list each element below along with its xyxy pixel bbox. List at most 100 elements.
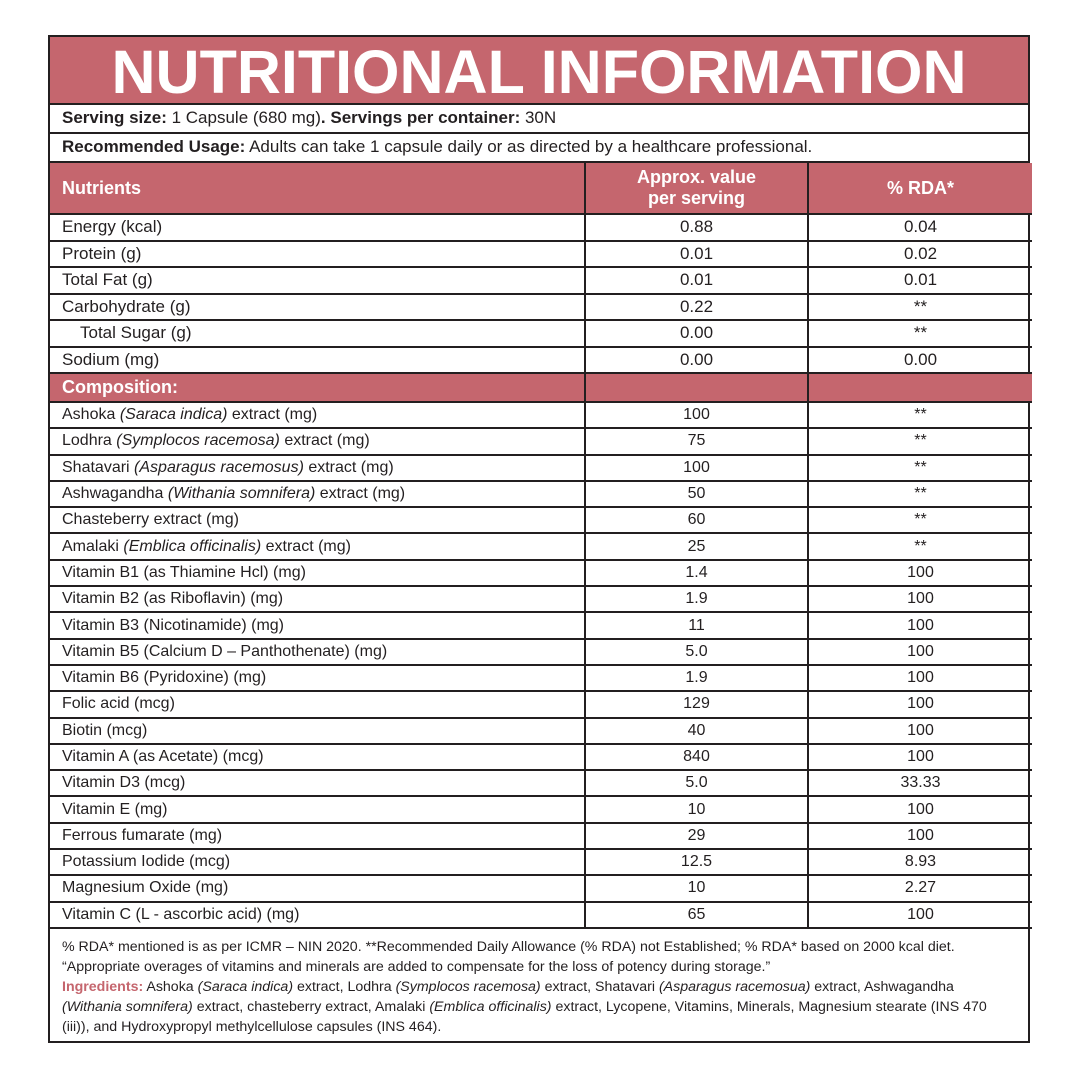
header-value-line2: per serving [647, 188, 746, 208]
composition-name: Vitamin C (L - ascorbic acid) (mg) [50, 901, 585, 929]
serving-info: Serving size: 1 Capsule (680 mg). Servin… [50, 105, 1028, 134]
ingredient-text: extract, Ashwagandha [810, 978, 954, 995]
composition-rda: ** [807, 507, 1032, 535]
ingredient-text: extract, Lycopene, Vitamins, Minerals, M… [62, 998, 987, 1035]
composition-value: 100 [584, 402, 808, 430]
ingredients-text: Ashoka (Saraca indica) extract, Lodhra (… [62, 979, 987, 1035]
composition-value: 129 [584, 691, 808, 719]
composition-value: 11 [584, 612, 808, 640]
header-rda: % RDA* [807, 163, 1032, 215]
composition-name: Shatavari (Asparagus racemosus) extract … [50, 454, 585, 482]
composition-value: 5.0 [584, 770, 808, 798]
composition-value: 12.5 [584, 849, 808, 877]
table-row: Carbohydrate (g) 0.22 ** [50, 293, 1032, 321]
composition-value: 10 [584, 796, 808, 824]
table-row: Folic acid (mcg) 129 100 [50, 691, 1032, 719]
composition-name-suffix: extract (mg) [279, 432, 370, 450]
table-row: Vitamin B6 (Pyridoxine) (mg) 1.9 100 [50, 664, 1032, 693]
composition-name-text: Shatavari [62, 458, 135, 476]
composition-name-text: Vitamin B2 (as Riboflavin) (mg) [62, 590, 284, 608]
composition-rda: 100 [807, 559, 1032, 588]
composition-name-text: Ashoka [62, 406, 120, 424]
composition-value: 50 [584, 480, 808, 509]
composition-value: 5.0 [584, 638, 808, 666]
table-row: Chasteberry extract (mg) 60 ** [50, 507, 1032, 535]
ingredient-text: extract, Shatavari [540, 978, 659, 995]
composition-name-text: Amalaki [62, 537, 124, 555]
composition-rda: 100 [807, 717, 1032, 745]
nutrient-rda: 0.04 [807, 214, 1032, 242]
composition-name-text: Biotin (mcg) [62, 721, 148, 739]
nutrient-rda: 0.01 [807, 267, 1032, 295]
composition-rda: 100 [807, 612, 1032, 640]
servings-per-container-value: 30N [520, 108, 557, 127]
nutrient-value: 0.22 [584, 293, 808, 321]
ingredient-text: Ashoka [143, 978, 198, 995]
footnote-block: % RDA* mentioned is as per ICMR – NIN 20… [50, 929, 1028, 1037]
composition-name: Vitamin D3 (mcg) [50, 770, 585, 798]
composition-value: 29 [584, 822, 808, 851]
table-row: Sodium (mg) 0.00 0.00 [50, 346, 1032, 374]
composition-value: 1.9 [584, 586, 808, 614]
composition-name: Chasteberry extract (mg) [50, 507, 585, 535]
composition-name: Vitamin B3 (Nicotinamide) (mg) [50, 612, 585, 640]
ingredient-text: extract, chasteberry extract, Amalaki [192, 998, 430, 1015]
composition-value: 100 [584, 454, 808, 482]
table-row: Total Sugar (g) 0.00 ** [50, 320, 1032, 348]
serving-size-value: 1 Capsule (680 mg) [166, 108, 321, 127]
composition-name-text: Magnesium Oxide (mg) [62, 879, 229, 897]
servings-per-container-label: . Servings per container: [320, 108, 521, 127]
serving-size-label: Serving size: [62, 108, 167, 127]
ingredients-label: Ingredients: [62, 978, 144, 995]
table-row: Vitamin A (as Acetate) (mcg) 840 100 [50, 743, 1032, 772]
composition-body: Ashoka (Saraca indica) extract (mg) 100 **… [50, 402, 1032, 929]
composition-rda: 100 [807, 638, 1032, 666]
ingredient-text: extract, Lodhra [293, 978, 396, 995]
ingredient-botanical-name: (Symplocos racemosa) [395, 978, 541, 995]
composition-rda: 100 [807, 822, 1032, 851]
composition-name: Vitamin A (as Acetate) (mcg) [50, 743, 585, 772]
composition-rda: ** [807, 454, 1032, 482]
composition-name-text: Vitamin E (mg) [62, 800, 168, 818]
composition-name: Vitamin E (mg) [50, 796, 585, 824]
table-row: Shatavari (Asparagus racemosus) extract … [50, 454, 1032, 482]
composition-rda: ** [807, 480, 1032, 509]
table-row: Vitamin B3 (Nicotinamide) (mg) 11 100 [50, 612, 1032, 640]
nutrient-value: 0.88 [584, 214, 808, 242]
ingredient-botanical-name: (Asparagus racemosua) [658, 978, 811, 995]
composition-name-text: Vitamin B3 (Nicotinamide) (mg) [62, 616, 284, 634]
table-row: Vitamin E (mg) 10 100 [50, 796, 1032, 824]
composition-value: 25 [584, 533, 808, 561]
composition-rda: 100 [807, 586, 1032, 614]
table-row: Potassium Iodide (mcg) 12.5 8.93 [50, 849, 1032, 877]
composition-name-text: Vitamin C (L - ascorbic acid) (mg) [62, 905, 300, 923]
table-row: Vitamin B5 (Calcium D – Panthothenate) (… [50, 638, 1032, 666]
ingredient-botanical-name: (Emblica officinalis) [429, 998, 552, 1015]
table-row: Amalaki (Emblica officinalis) extract (m… [50, 533, 1032, 561]
table-header: Nutrients Approx. value per serving % RD… [50, 163, 1032, 215]
ingredient-botanical-name: (Saraca indica) [197, 978, 294, 995]
composition-value: 65 [584, 901, 808, 929]
composition-value: 1.4 [584, 559, 808, 588]
composition-name: Vitamin B5 (Calcium D – Panthothenate) (… [50, 638, 585, 666]
composition-name: Potassium Iodide (mcg) [50, 849, 585, 877]
composition-rda: 2.27 [807, 875, 1032, 903]
composition-name: Folic acid (mcg) [50, 691, 585, 719]
composition-name-text: Lodhra [62, 432, 117, 450]
rda-footnote: % RDA* mentioned is as per ICMR – NIN 20… [62, 938, 955, 975]
composition-botanical-name: (Asparagus racemosus) [134, 458, 304, 476]
composition-name-suffix: extract (mg) [315, 485, 406, 503]
composition-name: Vitamin B6 (Pyridoxine) (mg) [50, 664, 585, 693]
composition-name: Ferrous fumarate (mg) [50, 822, 585, 851]
nutrient-value: 0.01 [584, 267, 808, 295]
header-value-line1: Approx. value [636, 167, 757, 187]
composition-value: 60 [584, 507, 808, 535]
page-title: NUTRITIONAL INFORMATION [50, 37, 1028, 105]
composition-label: Composition: [50, 373, 585, 403]
table-row: Lodhra (Symplocos racemosa) extract (mg)… [50, 428, 1032, 456]
composition-botanical-name: (Withania somnifera) [167, 485, 316, 503]
composition-rda: 100 [807, 901, 1032, 929]
ingredient-botanical-name: (Withania somnifera) [62, 998, 193, 1015]
table-row: Ashwagandha (Withania somnifera) extract… [50, 480, 1032, 509]
table-row: Protein (g) 0.01 0.02 [50, 240, 1032, 268]
